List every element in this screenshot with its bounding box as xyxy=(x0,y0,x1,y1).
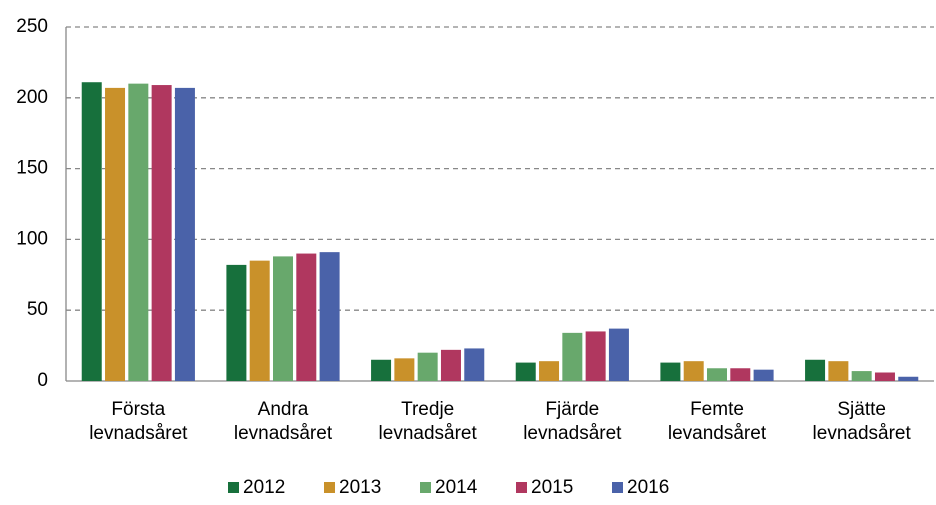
x-tick-label: Andra levnadsåret xyxy=(234,399,333,444)
bar xyxy=(273,256,293,381)
bar xyxy=(151,85,172,381)
y-tick-label: 250 xyxy=(16,16,48,37)
bar xyxy=(417,352,438,381)
bar xyxy=(562,332,583,381)
bar xyxy=(105,87,126,381)
bar xyxy=(851,371,872,381)
bar xyxy=(394,358,415,381)
bar xyxy=(707,368,727,381)
bar xyxy=(585,331,606,381)
bar xyxy=(874,372,895,381)
bar xyxy=(128,83,149,381)
x-tick-label: Tredje levnadsåret xyxy=(379,399,478,444)
legend-swatch xyxy=(420,482,431,493)
legend-label: 2015 xyxy=(531,477,573,498)
legend-label: 2013 xyxy=(339,477,381,498)
legend-swatch xyxy=(228,482,239,493)
bar xyxy=(828,361,849,381)
bar xyxy=(898,376,919,381)
bar xyxy=(174,87,195,381)
legend-label: 2016 xyxy=(627,477,669,498)
bar xyxy=(730,368,751,381)
bar xyxy=(249,260,270,381)
legend-swatch xyxy=(324,482,335,493)
y-tick-label: 0 xyxy=(37,370,48,391)
bar xyxy=(319,252,340,381)
bar xyxy=(683,361,704,381)
legend-swatch xyxy=(516,482,527,493)
bar xyxy=(440,349,461,381)
legend-label: 2014 xyxy=(435,477,478,498)
x-tick-label: Sjätte levnadsåret xyxy=(813,399,912,444)
bar xyxy=(226,264,247,381)
bar xyxy=(753,369,774,381)
bar xyxy=(464,348,485,381)
y-tick-label: 100 xyxy=(16,228,48,249)
y-tick-label: 200 xyxy=(16,87,48,108)
legend-label: 2012 xyxy=(243,477,285,498)
bar xyxy=(296,253,317,381)
bar xyxy=(805,359,826,381)
bar xyxy=(81,82,102,381)
bar xyxy=(515,362,536,381)
x-tick-label: Femte levandsåret xyxy=(668,399,767,444)
y-tick-label: 150 xyxy=(16,158,48,179)
bar xyxy=(608,328,629,381)
bar xyxy=(660,362,681,381)
y-tick-label: 50 xyxy=(27,299,48,320)
x-tick-label: Första levnadsåret xyxy=(89,399,188,444)
legend-swatch xyxy=(612,482,623,493)
bar xyxy=(539,361,560,381)
x-tick-label: Fjärde levnadsåret xyxy=(523,399,622,444)
bar xyxy=(371,359,392,381)
